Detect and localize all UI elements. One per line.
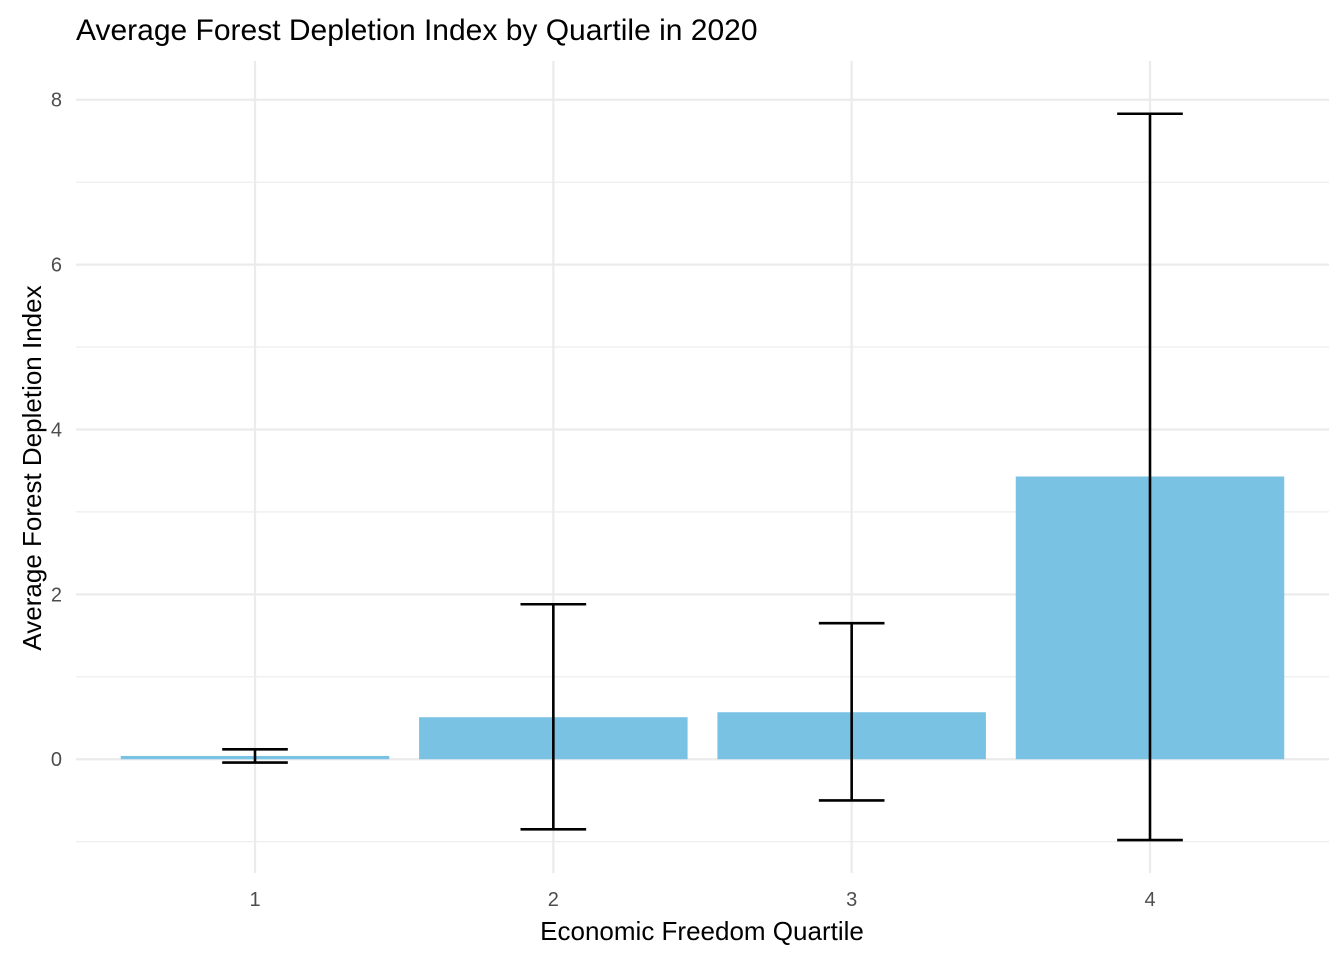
y-tick-label: 8 — [51, 90, 62, 112]
error-bar-q2 — [520, 602, 587, 831]
error-bars — [222, 112, 1183, 842]
chart-title: Average Forest Depletion Index by Quarti… — [76, 14, 758, 47]
error-bar-q1 — [222, 748, 288, 764]
x-axis-label: Economic Freedom Quartile — [540, 916, 864, 946]
x-tick-labels: 1 2 3 4 — [249, 889, 1155, 911]
x-tick-label: 2 — [548, 889, 559, 911]
error-bar-q4 — [1117, 112, 1183, 842]
y-tick-label: 0 — [51, 749, 62, 771]
error-bar-q3 — [818, 621, 885, 802]
y-tick-label: 4 — [51, 419, 62, 441]
y-tick-label: 6 — [51, 255, 62, 277]
x-tick-label: 3 — [846, 889, 857, 911]
y-axis-label: Average Forest Depletion Index — [17, 285, 47, 650]
x-tick-label: 4 — [1144, 889, 1155, 911]
x-tick-label: 1 — [249, 889, 260, 911]
y-tick-label: 2 — [51, 584, 62, 606]
bars — [120, 476, 1285, 760]
y-tick-labels: 0 2 4 6 8 — [51, 90, 62, 771]
